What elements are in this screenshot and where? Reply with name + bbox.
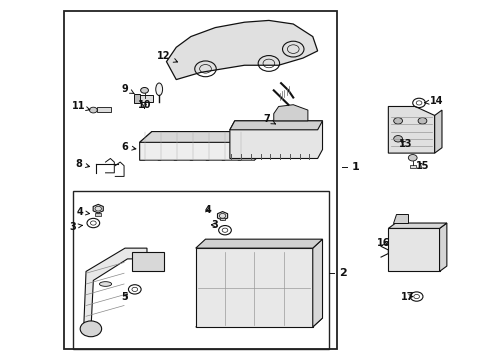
Bar [95, 213, 101, 216]
Text: 16: 16 [376, 238, 389, 248]
Circle shape [80, 321, 102, 337]
Ellipse shape [99, 282, 111, 286]
Text: 4: 4 [77, 207, 89, 217]
Text: 11: 11 [72, 102, 90, 112]
Bar [64, 12, 336, 348]
Text: 2: 2 [339, 268, 346, 278]
Bar [137, 95, 153, 102]
Text: 17: 17 [400, 292, 414, 302]
Polygon shape [229, 121, 322, 130]
Circle shape [393, 118, 402, 124]
Polygon shape [83, 248, 147, 330]
Polygon shape [195, 248, 312, 327]
Circle shape [89, 107, 97, 113]
Circle shape [393, 135, 402, 142]
Text: 13: 13 [398, 139, 411, 149]
Text: 6: 6 [122, 142, 136, 152]
Circle shape [417, 118, 426, 124]
Bar [134, 94, 140, 103]
Text: 12: 12 [157, 51, 177, 62]
Bar [387, 228, 439, 271]
Polygon shape [195, 318, 322, 327]
Text: 15: 15 [415, 161, 428, 171]
Polygon shape [439, 223, 446, 271]
Text: 14: 14 [424, 96, 443, 106]
Bar [73, 191, 328, 348]
Text: 3: 3 [211, 220, 218, 230]
Polygon shape [387, 107, 434, 153]
Polygon shape [273, 105, 307, 121]
Ellipse shape [156, 83, 162, 95]
Bar [97, 107, 111, 112]
Text: 9: 9 [122, 84, 134, 94]
Polygon shape [195, 239, 322, 248]
Text: 1: 1 [351, 162, 359, 172]
Bar [409, 165, 415, 168]
Text: 8: 8 [75, 159, 89, 169]
Text: 7: 7 [263, 114, 275, 124]
Polygon shape [93, 204, 103, 213]
Bar [219, 218, 225, 220]
Polygon shape [387, 223, 446, 228]
Polygon shape [217, 212, 227, 220]
Polygon shape [140, 132, 266, 160]
Bar [132, 252, 163, 271]
Text: 3: 3 [69, 222, 82, 231]
Polygon shape [140, 132, 266, 142]
Polygon shape [312, 239, 322, 327]
Text: 5: 5 [122, 292, 128, 302]
Polygon shape [434, 110, 441, 153]
Polygon shape [166, 21, 317, 80]
Text: 4: 4 [204, 206, 211, 216]
Polygon shape [392, 214, 407, 223]
Text: 10: 10 [138, 100, 151, 110]
Circle shape [407, 154, 416, 161]
Polygon shape [229, 121, 322, 158]
Circle shape [141, 87, 148, 93]
